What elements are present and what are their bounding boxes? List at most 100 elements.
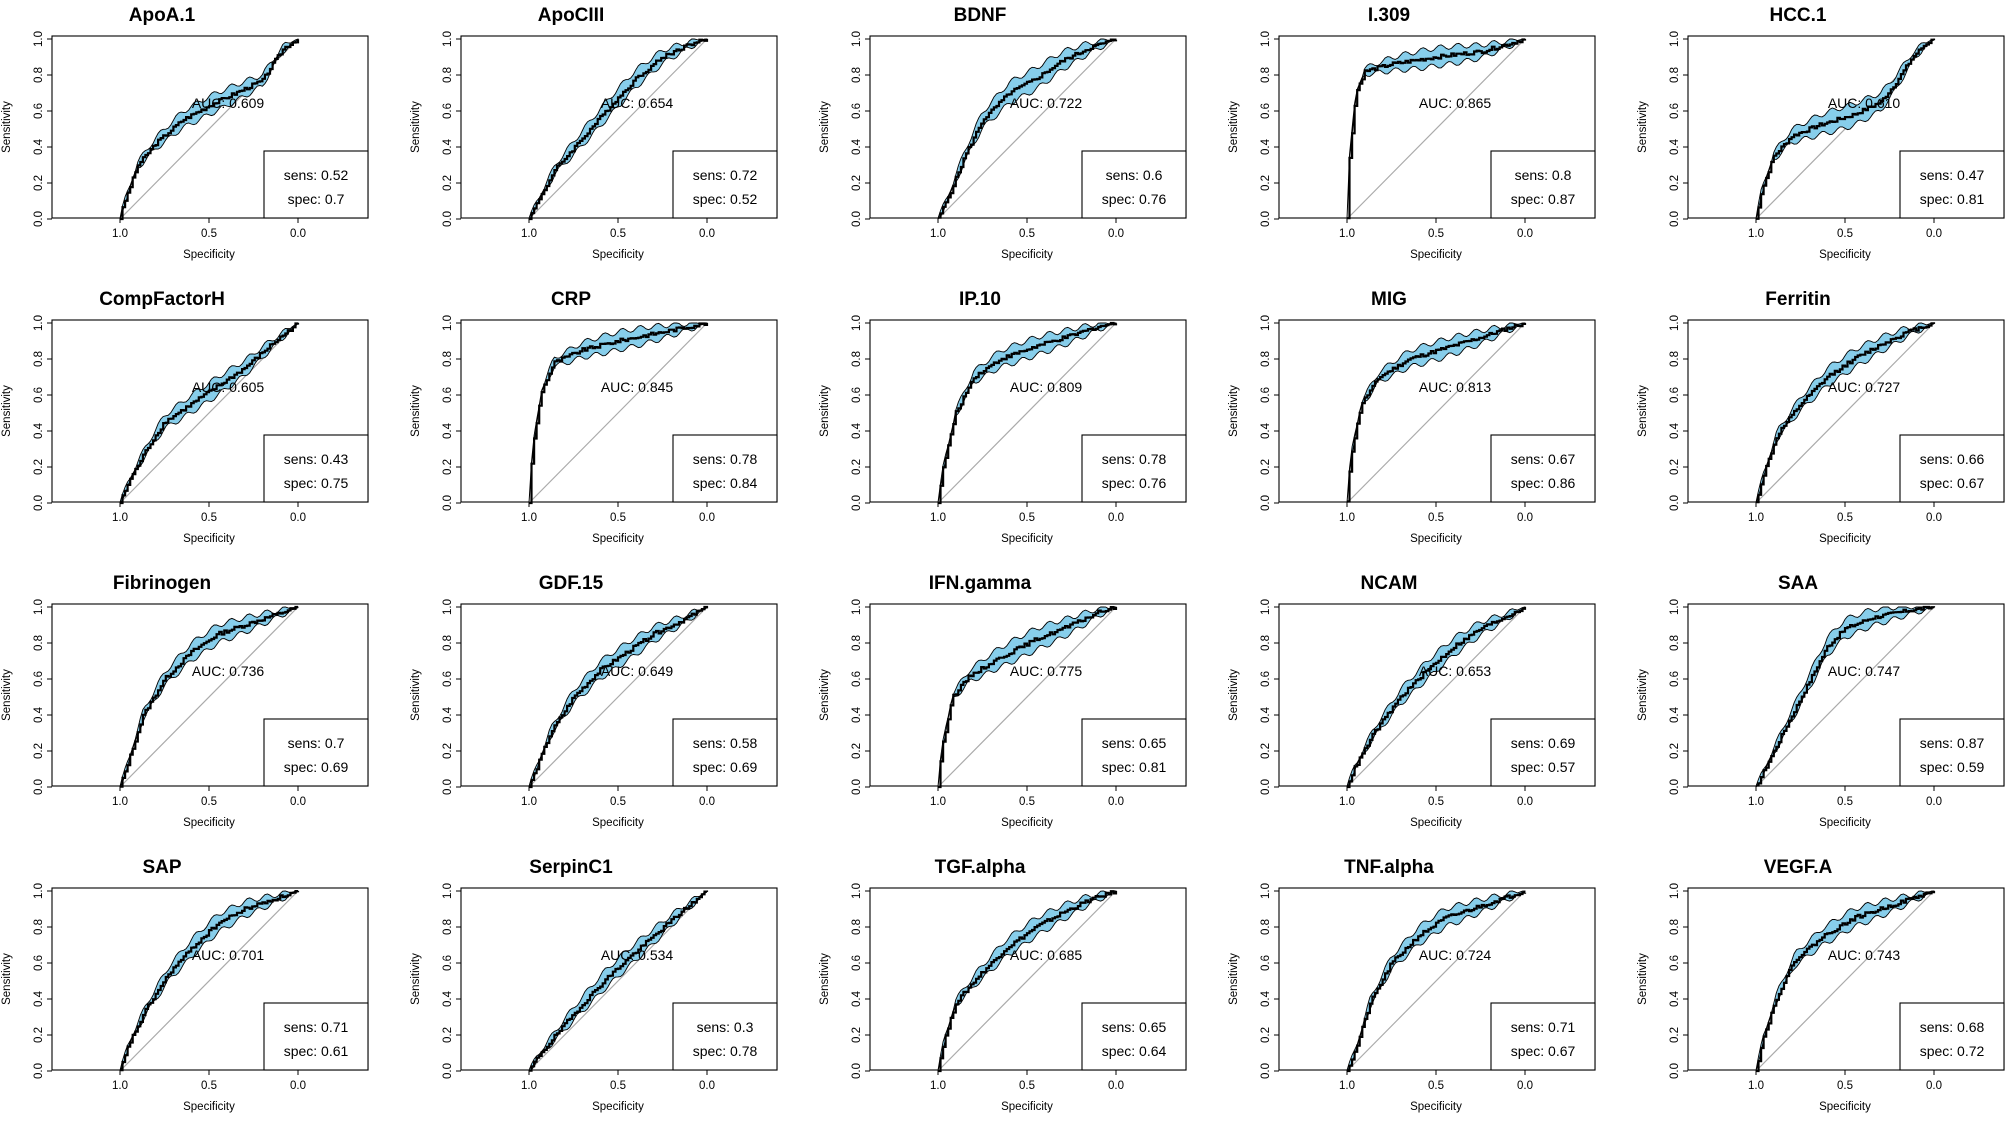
auc-label: AUC: 0.610 xyxy=(1828,95,1901,111)
y-tick-label: 0.2 xyxy=(851,175,863,191)
spec-label: spec: 0.87 xyxy=(1511,191,1576,207)
auc-label: AUC: 0.809 xyxy=(1010,379,1083,395)
y-axis-label: Sensitivity xyxy=(819,669,831,721)
x-tick-label: 0.0 xyxy=(290,228,306,240)
chance-diagonal xyxy=(1346,606,1526,788)
y-tick-label: 0.6 xyxy=(1669,387,1681,403)
sens-label: sens: 0.78 xyxy=(1102,451,1167,467)
y-tick-label: 0.0 xyxy=(851,779,863,795)
y-tick-label: 0.6 xyxy=(442,671,454,687)
spec-label: spec: 0.86 xyxy=(1511,475,1576,491)
sens-label: sens: 0.52 xyxy=(284,167,349,183)
x-tick-label: 0.0 xyxy=(1517,228,1533,240)
panel-title: IP.10 xyxy=(959,289,1001,310)
x-tick-label: 0.0 xyxy=(1517,512,1533,524)
x-axis-label: Specificity xyxy=(1819,1101,1871,1113)
y-axis-label: Sensitivity xyxy=(1637,101,1649,153)
x-tick-label: 0.5 xyxy=(610,796,626,808)
plot-frame xyxy=(460,887,778,1071)
plot-frame xyxy=(1687,603,2005,787)
sens-spec-box xyxy=(1490,718,1596,787)
chance-diagonal xyxy=(119,890,299,1072)
panel-title: Fibrinogen xyxy=(113,573,211,594)
y-tick-label: 0.6 xyxy=(1669,103,1681,119)
y-axis-label: Sensitivity xyxy=(410,669,422,721)
roc-curve xyxy=(120,39,300,221)
sens-label: sens: 0.78 xyxy=(693,451,758,467)
chance-diagonal xyxy=(937,322,1117,504)
x-tick-label: 0.0 xyxy=(290,1080,306,1092)
y-tick-label: 0.0 xyxy=(442,779,454,795)
spec-label: spec: 0.76 xyxy=(1102,475,1167,491)
y-axis-label: Sensitivity xyxy=(1,953,13,1005)
x-tick-label: 0.5 xyxy=(1428,796,1444,808)
x-tick-label: 1.0 xyxy=(1339,796,1355,808)
y-tick-label: 0.2 xyxy=(1260,1027,1272,1043)
roc-curve xyxy=(1347,38,1527,220)
x-tick-label: 1.0 xyxy=(930,1080,946,1092)
y-tick-label: 1.0 xyxy=(1669,599,1681,615)
sens-spec-box xyxy=(1899,718,2005,787)
auc-label: AUC: 0.653 xyxy=(1419,663,1492,679)
auc-label: AUC: 0.845 xyxy=(601,379,674,395)
y-tick-label: 0.6 xyxy=(851,955,863,971)
y-tick-label: 1.0 xyxy=(33,315,45,331)
y-tick-label: 0.2 xyxy=(851,459,863,475)
y-tick-label: 0.4 xyxy=(442,422,454,439)
sens-spec-box xyxy=(672,150,778,219)
y-tick-label: 0.0 xyxy=(1260,779,1272,795)
x-tick-label: 0.5 xyxy=(1019,796,1035,808)
plot-frame xyxy=(1687,887,2005,1071)
x-axis-label: Specificity xyxy=(1819,533,1871,545)
roc-panel-compfactorh: CompFactorH 0.0 0.2 0.4 0.6 0.8 1.0 1.0 0.5 0.0 Sp… xyxy=(1,289,369,545)
auc-label: AUC: 0.654 xyxy=(601,95,674,111)
sens-label: sens: 0.69 xyxy=(1511,735,1576,751)
plot-frame xyxy=(1687,35,2005,219)
plot-frame xyxy=(1278,319,1596,503)
y-tick-label: 0.8 xyxy=(33,351,45,367)
spec-label: spec: 0.69 xyxy=(693,759,758,775)
y-tick-label: 0.8 xyxy=(1669,67,1681,83)
x-tick-label: 0.0 xyxy=(699,796,715,808)
y-tick-label: 0.4 xyxy=(1669,990,1681,1007)
x-tick-label: 0.5 xyxy=(1837,512,1853,524)
auc-label: AUC: 0.727 xyxy=(1828,379,1901,395)
x-tick-label: 0.5 xyxy=(610,1080,626,1092)
x-tick-label: 0.0 xyxy=(1926,1080,1942,1092)
panel-title: ApoA.1 xyxy=(129,5,196,26)
roc-panel-tgf-alpha: TGF.alpha 0.0 0.2 0.4 0.6 0.8 1.0 1.0 0.5 0.0 Spec… xyxy=(819,857,1187,1113)
y-axis-label: Sensitivity xyxy=(1637,669,1649,721)
y-tick-label: 0.0 xyxy=(1260,211,1272,227)
auc-label: AUC: 0.724 xyxy=(1419,947,1492,963)
spec-label: spec: 0.75 xyxy=(284,475,349,491)
x-tick-label: 0.0 xyxy=(1108,796,1124,808)
chance-diagonal xyxy=(937,38,1117,220)
chance-diagonal xyxy=(528,322,708,504)
x-tick-label: 0.0 xyxy=(1926,796,1942,808)
sens-label: sens: 0.43 xyxy=(284,451,349,467)
roc-panel-fibrinogen: Fibrinogen 0.0 0.2 0.4 0.6 0.8 1.0 1.0 0.5 0.0 Spe… xyxy=(1,573,369,829)
roc-curve xyxy=(120,322,300,505)
roc-panel-mig: MIG 0.0 0.2 0.4 0.6 0.8 1.0 1.0 0.5 0.0 Specificit… xyxy=(1228,289,1596,545)
spec-label: spec: 0.67 xyxy=(1511,1043,1576,1059)
auc-label: AUC: 0.747 xyxy=(1828,663,1901,679)
roc-panel-bdnf: BDNF 0.0 0.2 0.4 0.6 0.8 1.0 1.0 0.5 0.0 Specifici… xyxy=(819,5,1187,261)
sens-spec-box xyxy=(1081,1002,1187,1071)
spec-label: spec: 0.76 xyxy=(1102,191,1167,207)
sens-label: sens: 0.68 xyxy=(1920,1019,1985,1035)
roc-curve xyxy=(1347,322,1527,503)
auc-label: AUC: 0.701 xyxy=(192,947,265,963)
y-tick-label: 0.8 xyxy=(1669,351,1681,367)
x-tick-label: 1.0 xyxy=(1748,512,1764,524)
auc-label: AUC: 0.722 xyxy=(1010,95,1083,111)
y-tick-label: 0.8 xyxy=(1669,635,1681,651)
auc-label: AUC: 0.609 xyxy=(192,95,265,111)
roc-panel-crp: CRP 0.0 0.2 0.4 0.6 0.8 1.0 1.0 0.5 0.0 Specificit… xyxy=(410,289,778,545)
y-axis-label: Sensitivity xyxy=(1228,953,1240,1005)
y-tick-label: 0.8 xyxy=(33,919,45,935)
x-tick-label: 0.0 xyxy=(1108,1080,1124,1092)
sens-spec-box xyxy=(672,434,778,503)
auc-label: AUC: 0.813 xyxy=(1419,379,1492,395)
plot-frame xyxy=(1278,603,1596,787)
panel-title: SerpinC1 xyxy=(529,857,613,878)
